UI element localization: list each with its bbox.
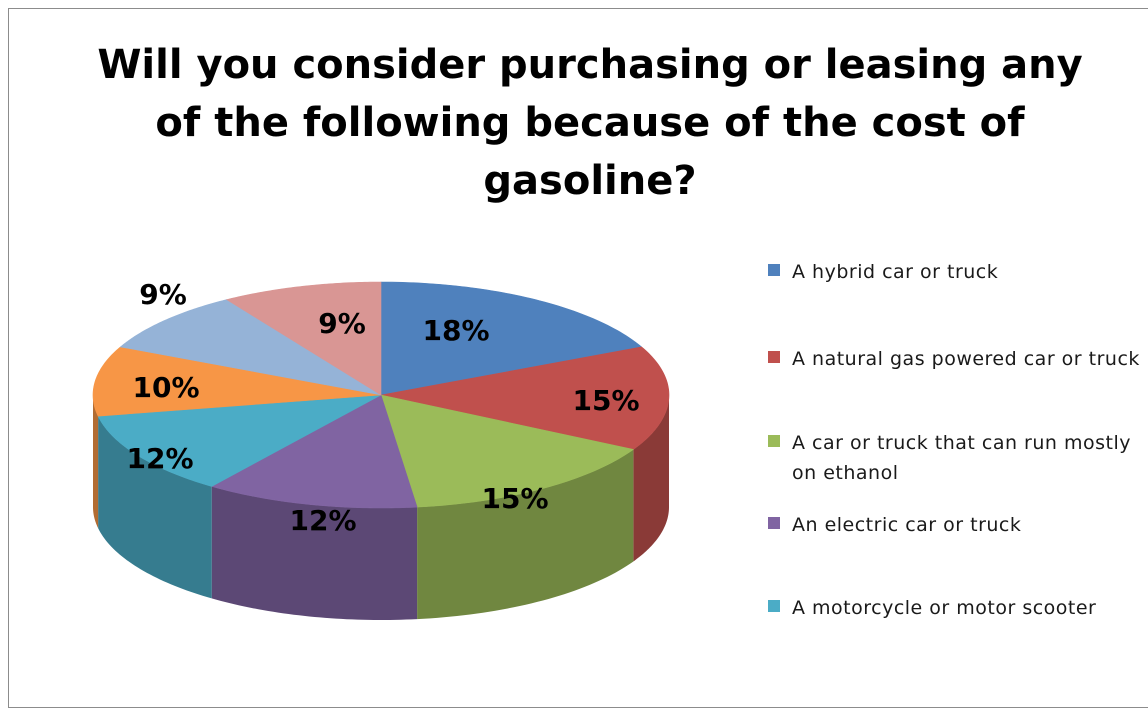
pie-slice-3 <box>210 394 418 509</box>
legend-label-4: A motorcycle or motor scooter <box>792 597 1097 619</box>
pie-slice-5 <box>92 346 382 417</box>
pie-top <box>92 281 670 509</box>
pie-slice-2 <box>380 394 635 508</box>
data-label-1: 15% <box>572 384 639 417</box>
legend-swatch-4 <box>768 600 780 612</box>
legend-swatch-2 <box>768 435 780 447</box>
legend-swatch-1 <box>768 351 780 363</box>
pie-side-3 <box>211 486 418 620</box>
data-label-5: 10% <box>132 371 199 404</box>
pie-slice-4 <box>97 394 382 487</box>
legend-label-3: An electric car or truck <box>792 514 1022 536</box>
pie-side-1 <box>633 395 669 562</box>
pie-chart: 18% 15% 15% 12% 12% 10% 9% 9% <box>92 278 670 620</box>
pie-side-2 <box>417 449 634 620</box>
data-label-7: 9% <box>318 307 366 340</box>
data-label-0: 18% <box>422 314 489 347</box>
pie-side-5 <box>93 395 99 529</box>
legend-label-0: A hybrid car or truck <box>792 261 999 283</box>
legend-swatch-0 <box>768 264 780 276</box>
pie-slice-6 <box>119 299 382 396</box>
legend-swatch-3 <box>768 517 780 529</box>
data-label-6: 9% <box>139 278 187 311</box>
legend-label-1: A natural gas powered car or truck <box>792 348 1140 370</box>
legend-label-2: A car or truck that can run mostly on et… <box>792 432 1131 484</box>
pie-side-walls <box>93 395 669 620</box>
data-label-2: 15% <box>481 482 548 515</box>
data-labels: 18% 15% 15% 12% 12% 10% 9% 9% <box>126 278 639 537</box>
pie-side-4 <box>98 416 212 599</box>
data-label-3: 12% <box>289 504 356 537</box>
pie-slice-7 <box>225 281 382 396</box>
data-label-4: 12% <box>126 442 193 475</box>
chart-title: Will you consider purchasing or leasing … <box>97 42 1083 204</box>
pie-slice-1 <box>380 346 670 450</box>
pie-slice-0 <box>380 281 643 396</box>
